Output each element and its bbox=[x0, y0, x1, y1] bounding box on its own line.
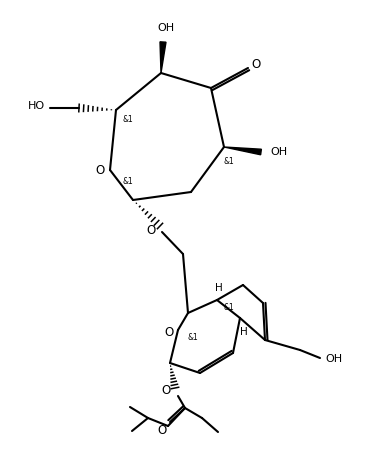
Text: &1: &1 bbox=[223, 303, 234, 312]
Polygon shape bbox=[224, 147, 261, 155]
Text: &1: &1 bbox=[123, 116, 133, 125]
Text: H: H bbox=[215, 283, 223, 293]
Text: &1: &1 bbox=[123, 177, 133, 186]
Text: O: O bbox=[162, 383, 171, 396]
Text: &1: &1 bbox=[223, 158, 234, 166]
Text: O: O bbox=[157, 423, 166, 436]
Text: O: O bbox=[146, 224, 156, 237]
Text: O: O bbox=[252, 58, 261, 71]
Text: OH: OH bbox=[271, 147, 288, 157]
Text: &1: &1 bbox=[188, 333, 198, 342]
Text: O: O bbox=[95, 163, 104, 176]
Polygon shape bbox=[160, 42, 166, 73]
Text: OH: OH bbox=[157, 23, 174, 33]
Text: OH: OH bbox=[325, 354, 342, 364]
Text: H: H bbox=[240, 327, 248, 337]
Text: HO: HO bbox=[27, 101, 44, 111]
Text: O: O bbox=[165, 325, 174, 338]
